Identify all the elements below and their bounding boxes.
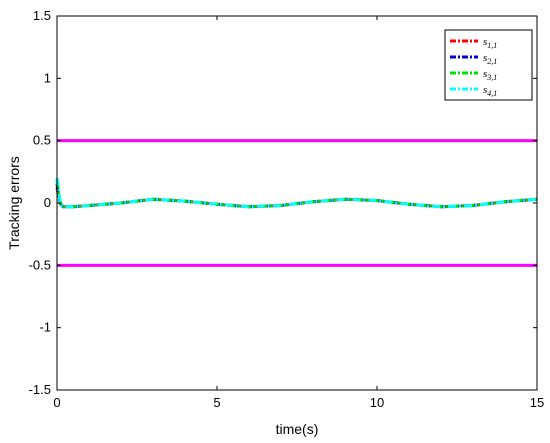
y-tick-label: -1 xyxy=(39,320,51,335)
series-line-4 xyxy=(55,177,538,209)
y-tick-label: -1.5 xyxy=(29,382,51,397)
y-tick-label: 1 xyxy=(44,70,51,85)
bounds-layer xyxy=(57,139,537,267)
y-tick-label: 0 xyxy=(44,195,51,210)
legend-label-3: s3,1 xyxy=(483,68,497,82)
x-tick-label: 15 xyxy=(530,395,544,410)
legend-label-1: s1,1 xyxy=(483,36,497,50)
x-axis-label: time(s) xyxy=(276,421,319,437)
legend-label-2: s2,1 xyxy=(483,52,497,66)
y-axis-label: Tracking errors xyxy=(6,156,22,250)
y-tick-label: 1.5 xyxy=(33,8,51,23)
legend-label-4: s4,1 xyxy=(483,84,497,98)
x-tick-label: 0 xyxy=(53,395,60,410)
legend: s1,1 s2,1 s3,1 s4,1 xyxy=(444,29,533,101)
ticks-layer: 0 5 10 15 1.5 1 0.5 0 -0.5 -1 -1.5 xyxy=(29,8,545,410)
x-tick-label: 5 xyxy=(213,395,220,410)
x-tick-label: 10 xyxy=(370,395,384,410)
y-tick-label: -0.5 xyxy=(29,257,51,272)
series-layer xyxy=(55,177,538,209)
y-tick-label: 0.5 xyxy=(33,133,51,148)
